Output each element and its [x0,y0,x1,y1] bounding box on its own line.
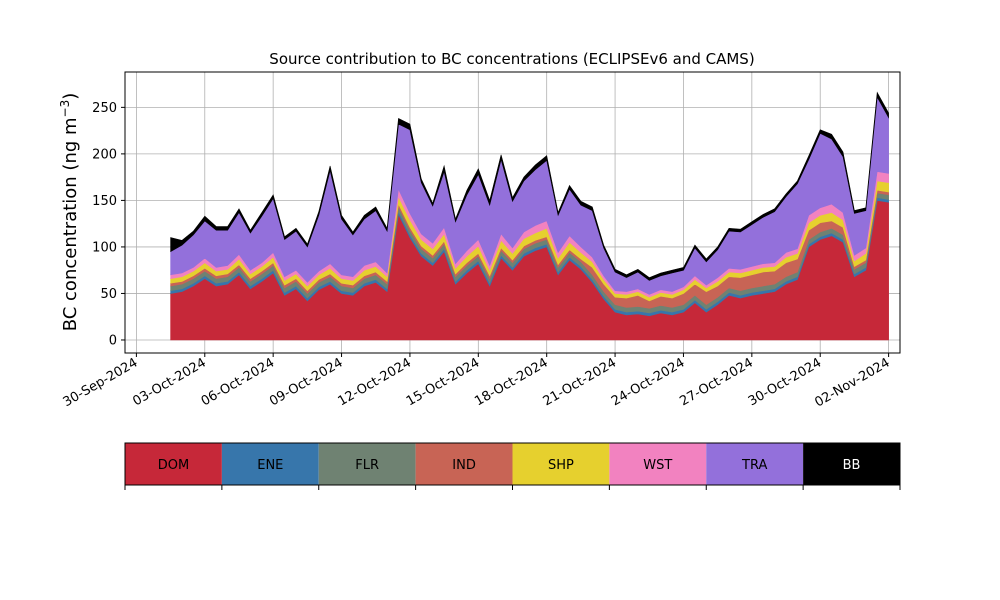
legend-swatch-ind [415,443,513,485]
x-tick-label: 24-Oct-2024 [609,355,687,409]
legend-swatch-dom [125,443,222,485]
x-tick-label: 02-Nov-2024 [812,355,892,410]
y-axis-label-close: ) [60,93,81,100]
area-bb [170,91,889,281]
y-axis-label-main: BC concentration (ng m [60,117,81,331]
legend-label-ene: ENE [257,458,283,473]
x-tick-label: 09-Oct-2024 [267,355,345,409]
plot-frame [124,71,901,354]
legend-swatch-tra [706,443,804,485]
x-tick-label: 15-Oct-2024 [404,355,482,409]
legend-label-bb: BB [843,458,861,473]
legend-label-dom: DOM [158,458,189,473]
y-tick-label: 250 [92,101,117,116]
legend-label-shp: SHP [548,458,574,473]
legend-swatch-shp [512,443,610,485]
y-axis-label-sup: −3 [58,100,72,118]
y-axis-label: BC concentration (ng m−3) [58,93,81,332]
y-tick-label: 200 [92,147,117,162]
x-tick-label: 12-Oct-2024 [336,355,414,409]
y-ticks: 0 50 100 150 200 250 [92,101,125,348]
legend-label-flr: FLR [355,458,379,473]
legend-label-tra: TRA [741,458,767,473]
y-tick-label: 50 [100,287,117,302]
x-tick-label: 21-Oct-2024 [541,355,619,409]
x-ticks: 30-Sep-202403-Oct-202406-Oct-202409-Oct-… [61,353,893,410]
x-tick-label: 06-Oct-2024 [199,355,277,409]
legend-label-ind: IND [452,458,476,473]
legend-swatch-wst [609,443,707,485]
y-tick-label: 100 [92,240,117,255]
stacked-areas [170,91,889,341]
chart-title: Source contribution to BC concentrations… [269,50,754,68]
x-tick-label: 03-Oct-2024 [130,355,208,409]
x-tick-label: 27-Oct-2024 [677,355,755,409]
x-tick-label: 30-Sep-2024 [61,355,141,410]
legend-label-wst: WST [643,458,672,473]
x-tick-label: 30-Oct-2024 [746,355,824,409]
y-tick-label: 0 [109,333,117,348]
legend-swatch-bb [803,443,900,485]
y-tick-label: 150 [92,194,117,209]
source-legend-colorbar: DOM ENE FLR IND SHP WST TRA BB [124,442,901,490]
x-tick-label: 18-Oct-2024 [472,355,550,409]
legend-swatch-ene [221,443,319,485]
legend-swatch-flr [318,443,416,485]
